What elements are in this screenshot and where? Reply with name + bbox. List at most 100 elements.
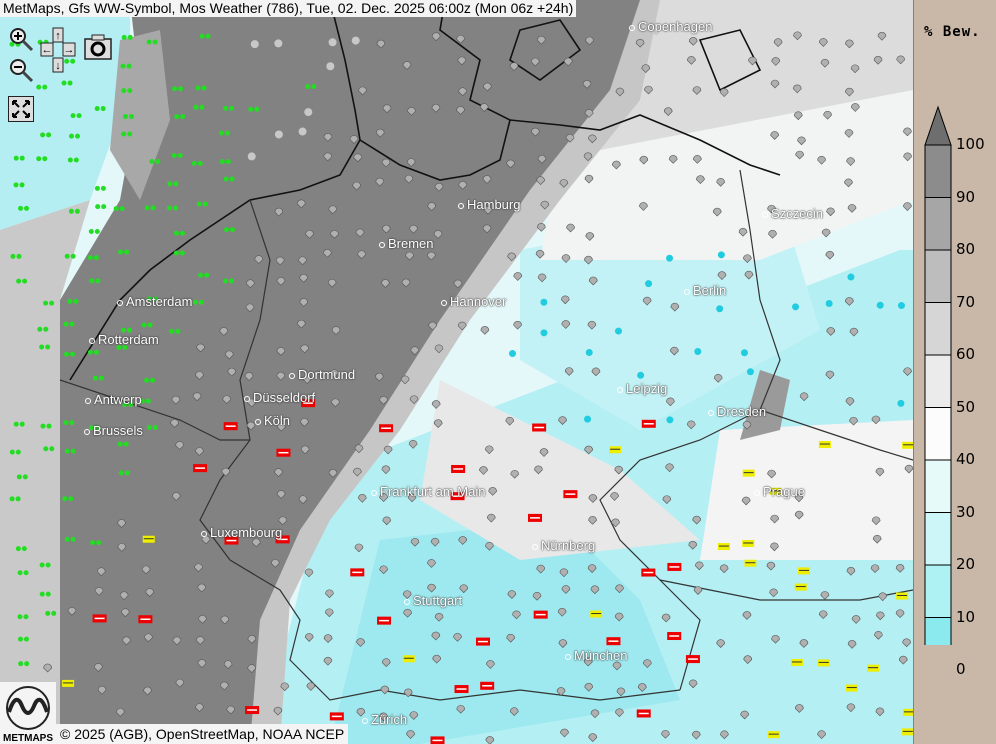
legend-tick-label: 100 bbox=[956, 135, 985, 153]
partly-cloudy-symbol-icon bbox=[431, 400, 441, 409]
svg-text:→: → bbox=[64, 44, 75, 56]
drizzle-symbol-icon bbox=[64, 448, 70, 454]
partly-cloudy-symbol-icon bbox=[588, 134, 597, 144]
city-label: Copenhagen bbox=[629, 19, 712, 34]
partly-cloudy-symbol-icon bbox=[591, 367, 601, 377]
partly-cloudy-symbol-icon bbox=[561, 585, 571, 594]
partly-cloudy-symbol-icon bbox=[560, 295, 570, 305]
cloud-cover-layer bbox=[0, 0, 913, 744]
partly-cloudy-symbol-icon bbox=[639, 155, 649, 165]
partly-cloudy-symbol-icon bbox=[357, 494, 367, 503]
drizzle-symbol-icon bbox=[223, 105, 229, 111]
city-label: Luxembourg bbox=[201, 525, 282, 540]
drizzle-symbol-icon bbox=[43, 326, 49, 332]
partly-cloudy-symbol-icon bbox=[479, 103, 489, 112]
drizzle-symbol-icon bbox=[45, 562, 51, 568]
partly-cloudy-symbol-icon bbox=[43, 663, 52, 673]
drizzle-symbol-icon bbox=[116, 344, 122, 350]
partly-cloudy-symbol-icon bbox=[720, 730, 729, 740]
legend-tick-label: 80 bbox=[956, 240, 976, 258]
drizzle-symbol-icon bbox=[42, 156, 48, 162]
drizzle-symbol-icon bbox=[174, 114, 180, 120]
city-label: Amsterdam bbox=[117, 294, 192, 309]
city-marker-icon bbox=[532, 543, 538, 550]
legend-colorbar bbox=[924, 105, 952, 645]
drizzle-symbol-icon bbox=[198, 272, 204, 278]
drizzle-symbol-icon bbox=[67, 80, 73, 86]
legend-tick-label: 40 bbox=[956, 450, 976, 468]
partly-cloudy-symbol-icon bbox=[299, 273, 308, 283]
drizzle-symbol-icon bbox=[15, 496, 21, 502]
drizzle-symbol-icon bbox=[39, 591, 45, 597]
city-name: Antwerp bbox=[94, 392, 142, 407]
legend-tick-label: 90 bbox=[956, 187, 976, 206]
city-name: Brussels bbox=[93, 423, 143, 438]
drizzle-symbol-icon bbox=[197, 160, 203, 166]
partly-cloudy-symbol-icon bbox=[662, 495, 672, 505]
drizzle-symbol-icon bbox=[144, 205, 150, 211]
city-name: Berlin bbox=[693, 283, 727, 298]
partly-cloudy-symbol-icon bbox=[742, 611, 752, 620]
partly-cloudy-symbol-icon bbox=[453, 632, 462, 642]
partly-cloudy-symbol-icon bbox=[743, 254, 752, 264]
partly-cloudy-symbol-icon bbox=[410, 537, 420, 547]
partly-cloudy-symbol-icon bbox=[302, 375, 312, 384]
drizzle-symbol-icon bbox=[199, 33, 205, 39]
partly-cloudy-symbol-icon bbox=[220, 615, 230, 625]
drizzle-symbol-icon bbox=[248, 106, 254, 112]
partly-cloudy-symbol-icon bbox=[458, 87, 467, 97]
partly-cloudy-symbol-icon bbox=[382, 104, 392, 114]
partly-cloudy-symbol-icon bbox=[356, 638, 365, 647]
partly-cloudy-symbol-icon bbox=[587, 564, 597, 573]
partly-cloudy-symbol-icon bbox=[456, 106, 465, 115]
partly-cloudy-symbol-icon bbox=[96, 567, 106, 577]
partly-cloudy-symbol-icon bbox=[433, 419, 443, 428]
partly-cloudy-symbol-icon bbox=[639, 202, 648, 211]
weather-map[interactable]: MetMaps, Gfs WW-Symbol, Mos Weather (786… bbox=[0, 0, 913, 744]
drizzle-symbol-icon bbox=[19, 182, 25, 188]
partly-cloudy-symbol-icon bbox=[506, 159, 515, 169]
partly-cloudy-symbol-icon bbox=[381, 465, 391, 475]
partly-cloudy-symbol-icon bbox=[534, 465, 543, 475]
partly-cloudy-symbol-icon bbox=[276, 371, 286, 381]
precip-symbol-icon bbox=[540, 298, 548, 306]
partly-cloudy-symbol-icon bbox=[354, 543, 364, 553]
partly-cloudy-symbol-icon bbox=[584, 445, 593, 455]
partly-cloudy-symbol-icon bbox=[219, 327, 229, 336]
partly-cloudy-symbol-icon bbox=[904, 464, 913, 474]
city-name: Hamburg bbox=[467, 197, 521, 212]
precip-symbol-icon bbox=[637, 371, 645, 379]
drizzle-symbol-icon bbox=[179, 230, 185, 236]
partly-cloudy-symbol-icon bbox=[845, 39, 854, 49]
drizzle-symbol-icon bbox=[23, 636, 29, 642]
partly-cloudy-symbol-icon bbox=[819, 38, 828, 47]
drizzle-symbol-icon bbox=[62, 496, 68, 502]
partly-cloudy-symbol-icon bbox=[195, 636, 205, 645]
partly-cloudy-symbol-icon bbox=[903, 202, 912, 211]
drizzle-symbol-icon bbox=[36, 156, 42, 162]
precip-symbol-icon bbox=[792, 303, 800, 311]
drizzle-symbol-icon bbox=[124, 249, 130, 255]
drizzle-symbol-icon bbox=[43, 446, 49, 452]
drizzle-symbol-icon bbox=[24, 661, 30, 667]
city-name: München bbox=[574, 648, 628, 663]
drizzle-symbol-icon bbox=[98, 375, 104, 381]
partly-cloudy-symbol-icon bbox=[456, 34, 465, 44]
partly-cloudy-symbol-icon bbox=[585, 232, 595, 241]
overcast-symbol-icon bbox=[250, 40, 259, 49]
partly-cloudy-symbol-icon bbox=[274, 207, 284, 217]
legend-color-band bbox=[924, 302, 952, 356]
city-marker-icon bbox=[629, 24, 635, 31]
partly-cloudy-symbol-icon bbox=[406, 730, 415, 739]
partly-cloudy-symbol-icon bbox=[433, 230, 443, 239]
drizzle-symbol-icon bbox=[69, 420, 75, 426]
drizzle-symbol-icon bbox=[113, 206, 119, 212]
partly-cloudy-symbol-icon bbox=[195, 703, 204, 713]
partly-cloudy-symbol-icon bbox=[903, 127, 912, 137]
partly-cloudy-symbol-icon bbox=[324, 608, 334, 618]
city-name: Düsseldorf bbox=[253, 390, 316, 405]
partly-cloudy-symbol-icon bbox=[457, 56, 467, 66]
partly-cloudy-symbol-icon bbox=[849, 327, 859, 337]
partly-cloudy-symbol-icon bbox=[691, 730, 701, 740]
partly-cloudy-symbol-icon bbox=[873, 55, 883, 65]
